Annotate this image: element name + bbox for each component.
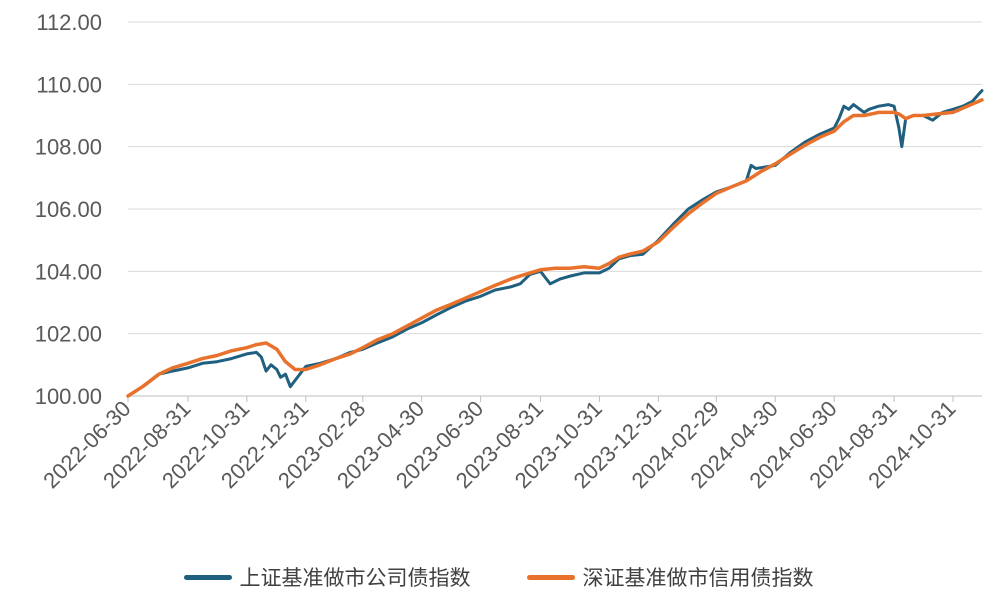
legend-swatch-series-1 (183, 574, 232, 580)
y-tick-label: 104.00 (35, 259, 102, 284)
y-tick-label: 108.00 (35, 135, 102, 160)
y-tick-label: 100.00 (35, 384, 102, 409)
series-line-2 (126, 98, 984, 398)
y-tick-label: 106.00 (35, 197, 102, 222)
legend-item-series-2: 深证基准做市信用债指数 (526, 562, 814, 592)
legend-swatch-series-2 (526, 574, 575, 580)
y-tick-label: 102.00 (35, 322, 102, 347)
y-tick-label: 112.00 (36, 10, 102, 35)
legend-item-series-1: 上证基准做市公司债指数 (183, 562, 471, 592)
series-line-1 (126, 89, 984, 398)
line-chart: 100.00 102.00 104.00 106.00 108.00 110.00 112.… (35, 10, 984, 493)
legend-label-series-2: 深证基准做市信用债指数 (582, 567, 814, 590)
y-tick-label: 110.00 (36, 72, 102, 97)
chart-legend: 上证基准做市公司债指数 深证基准做市信用债指数 (0, 560, 997, 594)
legend-label-series-1: 上证基准做市公司债指数 (239, 567, 471, 590)
